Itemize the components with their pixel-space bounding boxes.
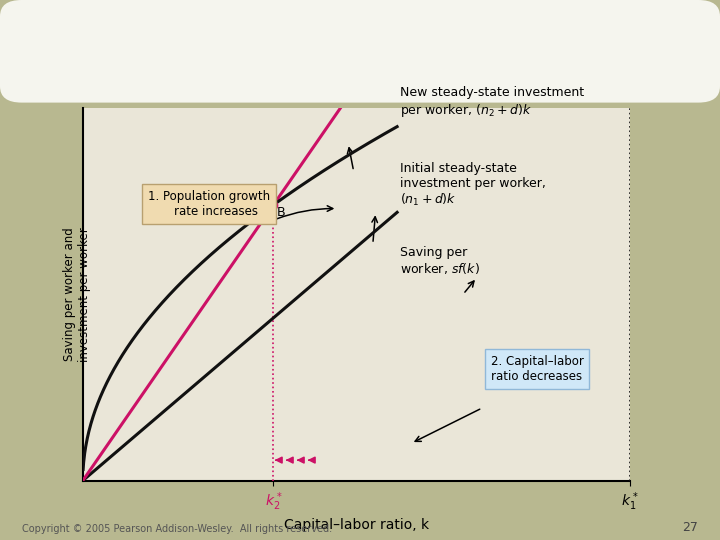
Text: B: B — [277, 206, 286, 219]
Text: Copyright © 2005 Pearson Addison-Wesley.  All rights reserved.: Copyright © 2005 Pearson Addison-Wesley.… — [22, 523, 332, 534]
Text: Figure 6.5: Figure 6.5 — [29, 24, 132, 42]
Y-axis label: Saving per worker and
investment per worker: Saving per worker and investment per wor… — [63, 227, 91, 362]
Text: New steady-state investment
per worker, $(n_2 + d)k$: New steady-state investment per worker, … — [400, 86, 584, 119]
Text: 27: 27 — [683, 521, 698, 534]
Text: A: A — [634, 7, 642, 21]
X-axis label: Capital–labor ratio, k: Capital–labor ratio, k — [284, 518, 429, 532]
Text: 1. Population growth
    rate increases: 1. Population growth rate increases — [148, 190, 270, 218]
Text: Saving per
worker, $sf(k)$: Saving per worker, $sf(k)$ — [400, 246, 480, 276]
Text: The effect of a higher population growth
rate on the steady-state capital–labor : The effect of a higher population growth… — [126, 24, 563, 63]
Text: Initial steady-state
investment per worker,
$(n_1 + d)k$: Initial steady-state investment per work… — [400, 162, 546, 208]
Text: 2. Capital–labor
ratio decreases: 2. Capital–labor ratio decreases — [490, 355, 583, 383]
